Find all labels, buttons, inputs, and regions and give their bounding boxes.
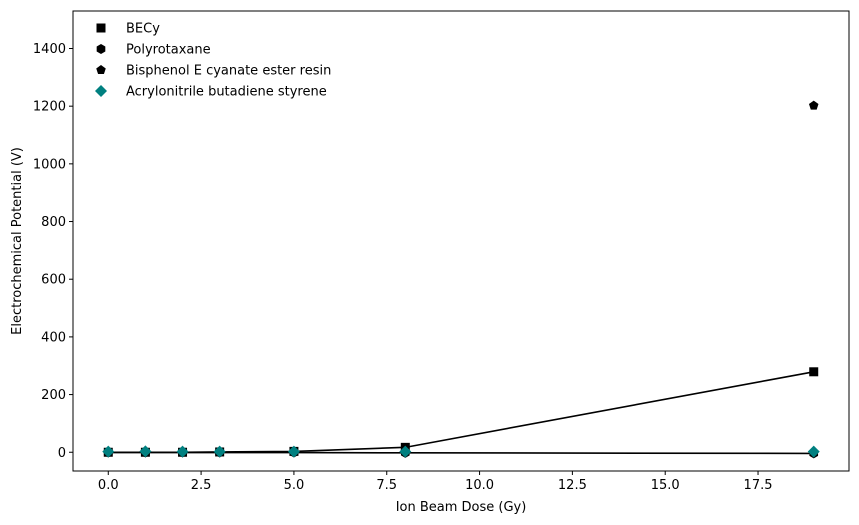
data-point bbox=[102, 445, 115, 458]
legend-label: BECy bbox=[126, 22, 160, 37]
legend-marker bbox=[95, 85, 107, 97]
y-tick-label: 600 bbox=[41, 273, 66, 288]
plot-area bbox=[73, 11, 849, 471]
y-tick-label: 1000 bbox=[33, 157, 66, 172]
y-tick-label: 400 bbox=[41, 330, 66, 345]
y-tick-label: 1400 bbox=[33, 42, 66, 57]
series-line bbox=[108, 451, 814, 455]
legend-item: Bisphenol E cyanate ester resin bbox=[96, 64, 331, 79]
x-tick-label: 7.5 bbox=[376, 478, 397, 493]
plot-frame bbox=[72, 10, 850, 472]
x-tick-label: 15.0 bbox=[651, 478, 680, 493]
legend-marker bbox=[96, 23, 106, 33]
data-point bbox=[807, 445, 820, 458]
legend-item: Acrylonitrile butadiene styrene bbox=[95, 85, 327, 100]
series-layer bbox=[102, 100, 820, 459]
legend-label: Acrylonitrile butadiene styrene bbox=[126, 85, 327, 100]
x-tick-label: 5.0 bbox=[284, 478, 305, 493]
y-tick-label: 200 bbox=[41, 388, 66, 403]
data-point bbox=[176, 445, 189, 458]
data-point bbox=[213, 445, 226, 458]
legend: BECy Polyrotaxane Bisphenol E cyanate este… bbox=[95, 22, 331, 100]
x-axis: 0.0 2.5 5.0 7.5 10.0 12.5 15.0 17.5 bbox=[98, 471, 773, 493]
x-tick-label: 17.5 bbox=[744, 478, 773, 493]
y-tick-label: 1200 bbox=[33, 100, 66, 115]
data-point bbox=[287, 445, 300, 458]
x-tick-label: 0.0 bbox=[98, 478, 119, 493]
legend-item: Polyrotaxane bbox=[96, 43, 211, 58]
y-tick-label: 0 bbox=[58, 446, 66, 461]
y-axis-label: Electrochemical Potential (V) bbox=[10, 147, 25, 335]
data-point bbox=[399, 445, 412, 458]
y-axis: 0 200 400 600 800 1000 1200 1400 bbox=[33, 42, 73, 461]
x-tick-label: 10.0 bbox=[465, 478, 494, 493]
data-point bbox=[139, 445, 152, 458]
x-tick-label: 2.5 bbox=[191, 478, 212, 493]
data-point bbox=[808, 100, 819, 110]
legend-marker bbox=[96, 44, 106, 54]
legend-item: BECy bbox=[96, 22, 160, 37]
legend-label: Polyrotaxane bbox=[126, 43, 211, 58]
x-tick-label: 12.5 bbox=[558, 478, 587, 493]
legend-marker bbox=[96, 65, 106, 75]
series-3 bbox=[102, 445, 820, 458]
x-axis-label: Ion Beam Dose (Gy) bbox=[396, 500, 527, 515]
series-2 bbox=[808, 100, 819, 110]
legend-label: Bisphenol E cyanate ester resin bbox=[126, 64, 331, 79]
y-tick-label: 800 bbox=[41, 215, 66, 230]
data-point bbox=[809, 367, 819, 377]
